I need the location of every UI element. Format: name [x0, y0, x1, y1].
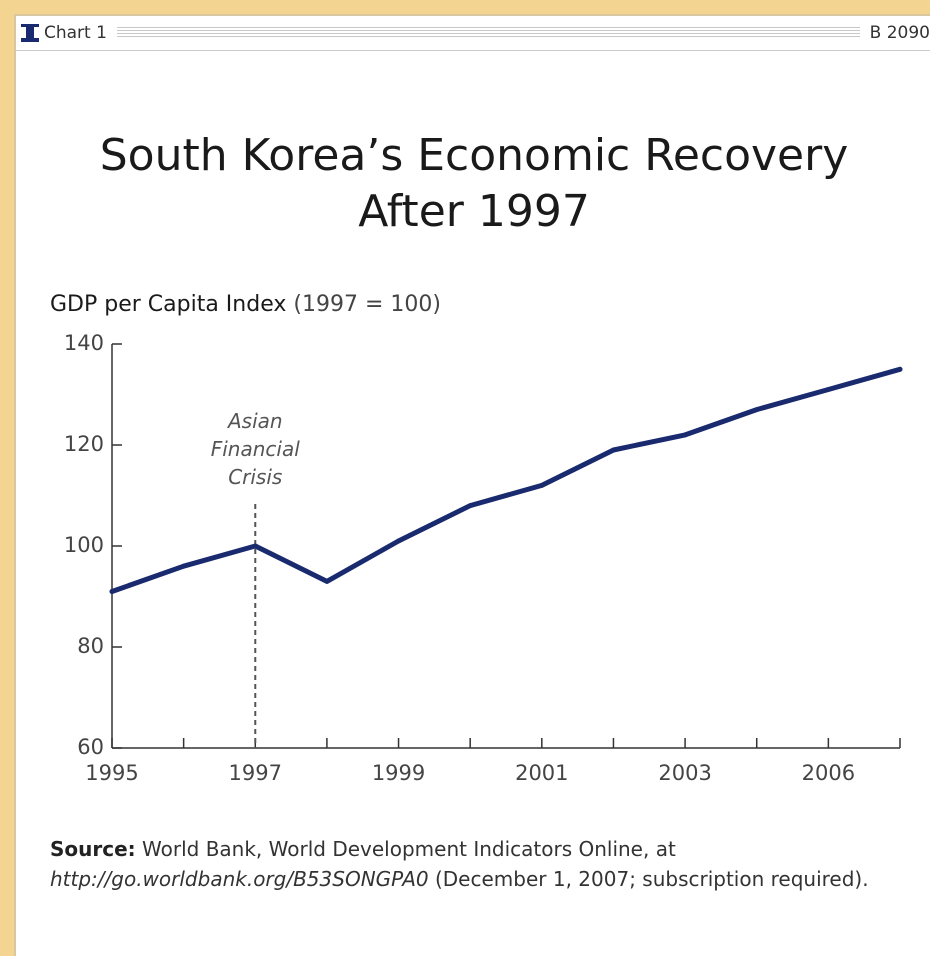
- data-point: [897, 366, 903, 372]
- header-rule: [116, 27, 860, 39]
- data-point: [754, 407, 760, 413]
- x-tick-label: 1995: [85, 761, 138, 785]
- data-point: [682, 432, 688, 438]
- crisis-annotation-label: Crisis: [228, 465, 282, 489]
- x-tick-label: 1999: [372, 761, 425, 785]
- x-tick-label: 2003: [658, 761, 711, 785]
- y-axis-unit: (1997 = 100): [293, 292, 441, 317]
- chart-icon: [20, 23, 40, 43]
- x-tick-label: 2001: [515, 761, 568, 785]
- y-tick-label: 60: [77, 735, 104, 759]
- gdp-series-line: [109, 366, 903, 594]
- source-text-before: World Bank, World Development Indicators…: [135, 837, 676, 861]
- data-point: [539, 483, 545, 488]
- data-point: [611, 447, 616, 453]
- source-url: http://go.worldbank.org/B53SONGPA0: [50, 867, 429, 891]
- data-point: [252, 543, 258, 549]
- chart-title-line-2: After 1997: [358, 186, 590, 237]
- data-point: [181, 563, 187, 569]
- chart-frame: Chart 1 B 2090 South Korea’s Economic Re…: [14, 14, 930, 956]
- source-label: Source:: [50, 837, 136, 861]
- y-axis-label: GDP per Capita Index (1997 = 100): [50, 292, 441, 317]
- y-axis-title: GDP per Capita Index: [50, 292, 287, 317]
- x-tick-label: 2006: [802, 761, 855, 785]
- chart-title: South Korea’s Economic Recovery After 19…: [16, 128, 930, 240]
- chart-number-label: Chart 1: [44, 23, 107, 43]
- x-tick-label: 1997: [229, 761, 282, 785]
- crisis-annotation-label: Financial: [211, 437, 300, 461]
- y-tick-label: 80: [77, 634, 104, 658]
- data-point: [467, 503, 473, 508]
- y-tick-label: 100: [64, 533, 104, 557]
- y-tick-label: 140: [64, 331, 104, 355]
- data-point: [109, 589, 115, 594]
- report-code: B 2090: [869, 23, 930, 43]
- chart-header-bar: Chart 1 B 2090: [16, 16, 930, 51]
- source-text-after: (December 1, 2007; subscription required…: [428, 867, 869, 891]
- data-point: [396, 538, 401, 544]
- crisis-annotation-label: Asian: [226, 409, 283, 433]
- y-tick-label: 120: [64, 432, 104, 456]
- source-note: Source: World Bank, World Development In…: [50, 834, 890, 894]
- chart-title-line-1: South Korea’s Economic Recovery: [99, 130, 849, 181]
- data-point: [324, 578, 330, 584]
- data-point: [825, 387, 831, 392]
